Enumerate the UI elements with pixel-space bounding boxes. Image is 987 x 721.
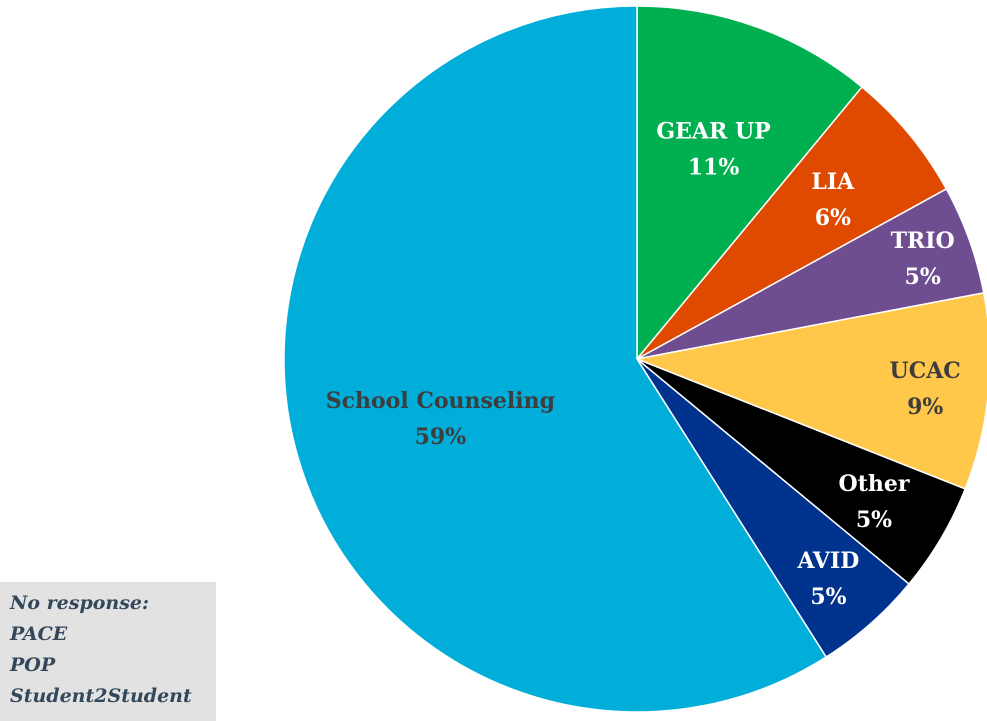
slice-label-lia: LIA — [811, 169, 855, 195]
slice-school-counseling — [283, 5, 828, 713]
slice-percent-avid: 5% — [810, 584, 846, 610]
slice-ucac — [634, 291, 987, 490]
slice-lia — [636, 85, 948, 360]
no-response-heading: No response: — [10, 592, 150, 614]
no-response-note: No response: PACE POP Student2Student — [0, 582, 216, 721]
no-response-item-student2student: Student2Student — [10, 685, 192, 707]
slice-label-avid: AVID — [796, 548, 859, 574]
slice-percent-trio: 5% — [905, 264, 941, 290]
slice-percent-ucac: 9% — [907, 394, 943, 420]
slice-percent-school-counseling: 59% — [415, 424, 467, 450]
no-response-item-pace: PACE — [10, 623, 68, 645]
slice-percent-other: 5% — [856, 507, 892, 533]
pie-slices — [283, 5, 987, 713]
slice-label-school-counseling: School Counseling — [326, 388, 555, 414]
slice-label-other: Other — [839, 471, 910, 497]
pie-labels: GEAR UP 11% LIA 6% TRIO 5% UCAC 9% Other 5% AVID 5%… — [326, 118, 961, 610]
slice-percent-gear-up: 11% — [688, 154, 740, 180]
slice-label-ucac: UCAC — [890, 358, 961, 384]
slice-label-gear-up: GEAR UP — [656, 118, 770, 144]
slice-label-trio: TRIO — [891, 228, 955, 254]
slice-gear-up — [636, 5, 864, 362]
no-response-item-pop: POP — [10, 654, 56, 676]
slice-percent-lia: 6% — [815, 205, 851, 231]
